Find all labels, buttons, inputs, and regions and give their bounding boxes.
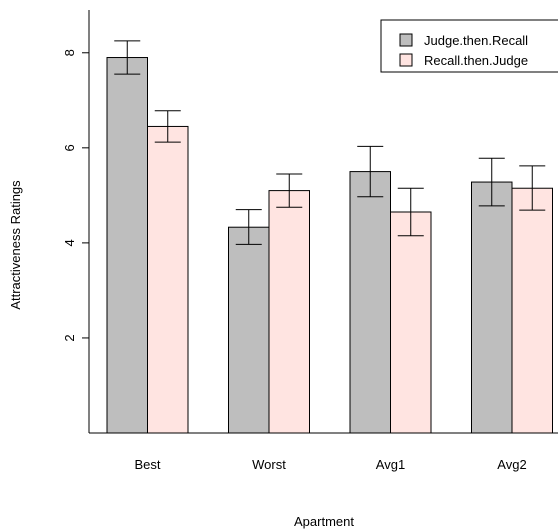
bar-best-series-1: [106, 57, 148, 434]
bar-best-series-2: [147, 125, 189, 434]
bar-avg2-series-1: [471, 181, 513, 434]
x-tick-label-best: Best: [134, 457, 160, 472]
bar-worst-series-2: [268, 190, 310, 434]
error-bars-group: [114, 40, 546, 245]
y-tick-label-8: 8: [62, 49, 77, 56]
x-axis-label: Apartment: [294, 514, 354, 529]
x-tick-label-avg1: Avg1: [376, 457, 405, 472]
legend-label-1: Judge.then.Recall: [424, 33, 528, 48]
bar-avg1-series-2: [390, 211, 432, 434]
tick-labels-group: Best Worst Avg1 Avg2 2 4 6 8: [62, 49, 527, 472]
y-axis-label: Attractiveness Ratings: [8, 180, 23, 310]
legend-swatch-2: [399, 53, 413, 67]
bar-avg2-series-2: [511, 187, 553, 434]
y-tick-label-4: 4: [62, 239, 77, 246]
y-tick-label-2: 2: [62, 334, 77, 341]
bar-avg1-series-1: [349, 171, 391, 434]
x-tick-label-worst: Worst: [252, 457, 286, 472]
axes-group: [82, 10, 558, 434]
legend-label-2: Recall.then.Judge: [424, 53, 528, 68]
y-tick-label-6: 6: [62, 144, 77, 151]
legend-swatch-1: [399, 33, 413, 47]
bar-worst-series-1: [228, 226, 270, 434]
legend: Judge.then.Recall Recall.then.Judge: [380, 19, 558, 73]
x-tick-label-avg2: Avg2: [497, 457, 526, 472]
bars-group: [106, 57, 553, 434]
